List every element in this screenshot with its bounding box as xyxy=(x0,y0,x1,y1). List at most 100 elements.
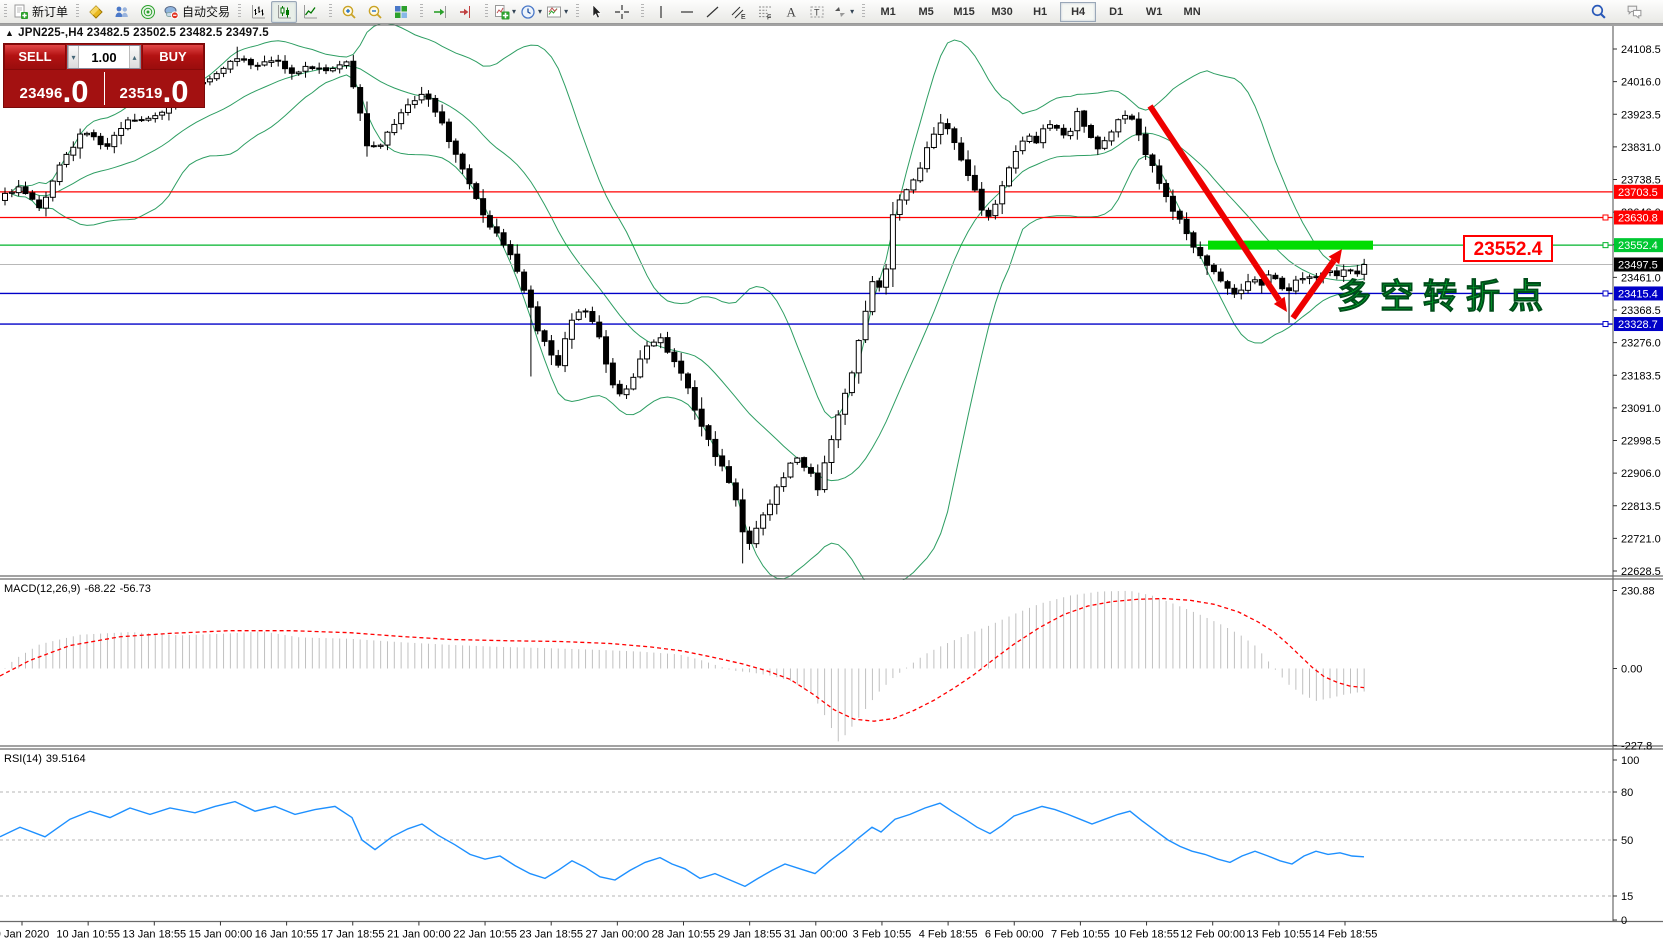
candle-body xyxy=(869,281,876,313)
sell-price[interactable]: 23496.0 xyxy=(19,74,89,110)
buy-price[interactable]: 23519.0 xyxy=(119,74,189,110)
candle-body xyxy=(1006,167,1013,187)
time-tick-label: 15 Jan 00:00 xyxy=(189,929,253,941)
clock-icon xyxy=(520,4,536,20)
zoom-out-button[interactable] xyxy=(362,1,388,23)
candle-body xyxy=(336,64,343,70)
candle-body xyxy=(268,60,275,63)
search-button[interactable] xyxy=(1585,1,1611,23)
trendline-button[interactable] xyxy=(700,1,726,23)
indicators-button[interactable]: ▾ xyxy=(492,1,518,23)
volume-decrease-button[interactable]: ▾ xyxy=(68,46,79,68)
hline-23630.8-label: 23630.8 xyxy=(1618,212,1658,224)
candle-body xyxy=(77,133,84,149)
timeframe-m1-button[interactable]: M1 xyxy=(880,5,896,18)
volume-increase-button[interactable]: ▴ xyxy=(129,46,140,68)
timeframe-h4-button[interactable]: H4 xyxy=(1060,1,1097,22)
hline-icon xyxy=(679,4,695,20)
line-handle[interactable] xyxy=(1602,321,1609,328)
price-annotation-box[interactable] xyxy=(1463,235,1553,262)
bars-icon xyxy=(250,4,266,20)
collapse-arrow-icon[interactable]: ▲ xyxy=(5,28,15,38)
price-axis[interactable]: 24108.524016.023923.523831.023738.523646… xyxy=(1602,44,1663,927)
cursor-button[interactable] xyxy=(583,1,609,23)
line-handle[interactable] xyxy=(1602,214,1609,221)
market-watch-button[interactable] xyxy=(83,1,109,23)
green-support-bar[interactable] xyxy=(1208,240,1373,250)
bar-chart-button[interactable] xyxy=(245,1,271,23)
candle-body xyxy=(1087,124,1094,138)
candle-body xyxy=(63,153,70,165)
red-arrow-up[interactable] xyxy=(1290,249,1342,320)
timeframe-d1-button[interactable]: D1 xyxy=(1109,5,1124,18)
candle-body xyxy=(1272,274,1279,280)
time-tick-label: 23 Jan 18:55 xyxy=(519,929,583,941)
data-window-button[interactable] xyxy=(109,1,135,23)
timeframe-h1-button[interactable]: H1 xyxy=(1033,5,1048,18)
candle-body xyxy=(1217,271,1224,282)
periods-button[interactable]: ▾ xyxy=(518,1,544,23)
candles-icon xyxy=(276,4,292,20)
zoom-in-button[interactable] xyxy=(336,1,362,23)
candle-body xyxy=(999,185,1006,205)
price-chart[interactable]: 23552.4 多空转折点 24108.5 24016.0 23923.5 23831.0… xyxy=(0,24,1663,946)
navigator-button[interactable] xyxy=(135,1,161,23)
vertical-line-button[interactable] xyxy=(648,1,674,23)
line-handle[interactable] xyxy=(1602,242,1609,249)
timeframe-w1-button[interactable]: W1 xyxy=(1145,5,1163,18)
time-tick-label: 6 Feb 00:00 xyxy=(985,929,1044,941)
turning-point-annotation[interactable]: 多空转折点 xyxy=(1337,277,1552,316)
zoom-out-icon xyxy=(367,4,383,20)
robot-icon xyxy=(163,4,179,20)
volume-input[interactable] xyxy=(78,46,130,68)
price-tick-label: 23183.5 xyxy=(1621,370,1661,382)
chart-shift-button[interactable] xyxy=(453,1,479,23)
candlestick-chart-button[interactable] xyxy=(271,0,298,23)
timeframe-mn-button[interactable]: MN xyxy=(1183,5,1201,18)
candle-body xyxy=(1361,264,1368,275)
fibonacci-button[interactable]: F xyxy=(752,1,778,23)
candle-body xyxy=(49,180,56,198)
time-axis[interactable]: 9 Jan 2020 10 Jan 10:55 13 Jan 18:55 15 Jan… xyxy=(0,921,1377,941)
buy-button[interactable]: BUY xyxy=(142,44,204,70)
crosshair-button[interactable] xyxy=(609,1,635,23)
timeframe-m15-button[interactable]: M15 xyxy=(953,5,975,18)
template-icon xyxy=(546,4,562,20)
rsi-panel[interactable] xyxy=(0,750,1613,921)
candle-body xyxy=(1163,183,1170,198)
candle-body xyxy=(780,477,787,488)
equidistant-channel-button[interactable]: E xyxy=(726,1,752,23)
arrows-button[interactable]: ▾ xyxy=(830,1,856,23)
chart-plot-area[interactable] xyxy=(0,26,1613,576)
line-chart-button[interactable] xyxy=(297,1,323,23)
timeframe-m5-button[interactable]: M5 xyxy=(918,5,934,18)
rsi-tick-label: 100 xyxy=(1621,755,1639,767)
timeframe-m30-button[interactable]: M30 xyxy=(991,5,1013,18)
new-order-button[interactable]: 新订单 xyxy=(11,1,70,23)
crosshair-icon xyxy=(614,4,630,20)
tile-windows-button[interactable] xyxy=(388,1,414,23)
horizontal-line-button[interactable] xyxy=(674,1,700,23)
candle-body xyxy=(773,486,780,505)
red-arrow-down[interactable] xyxy=(1147,104,1287,312)
templates-button[interactable]: ▾ xyxy=(544,1,570,23)
candle-body xyxy=(1074,111,1081,132)
line-handle[interactable] xyxy=(1602,290,1609,297)
candle-body xyxy=(1169,195,1176,212)
candle-body xyxy=(302,65,309,72)
candle-body xyxy=(978,188,985,211)
candle-body xyxy=(1197,247,1204,257)
time-tick-label: 9 Jan 2020 xyxy=(0,929,49,941)
candle-body xyxy=(971,174,978,191)
text-button[interactable]: A xyxy=(778,1,804,23)
chat-button[interactable] xyxy=(1621,1,1647,23)
candle-body xyxy=(118,127,125,136)
hline-23328.7-label: 23328.7 xyxy=(1618,319,1658,331)
candle-body xyxy=(36,199,43,209)
label-button[interactable]: T xyxy=(804,1,830,23)
macd-panel[interactable] xyxy=(0,580,1613,746)
auto-scroll-button[interactable] xyxy=(427,1,453,23)
indicators-icon xyxy=(494,4,510,20)
auto-trading-button[interactable]: 自动交易 xyxy=(161,1,232,23)
sell-button[interactable]: SELL xyxy=(4,44,66,70)
